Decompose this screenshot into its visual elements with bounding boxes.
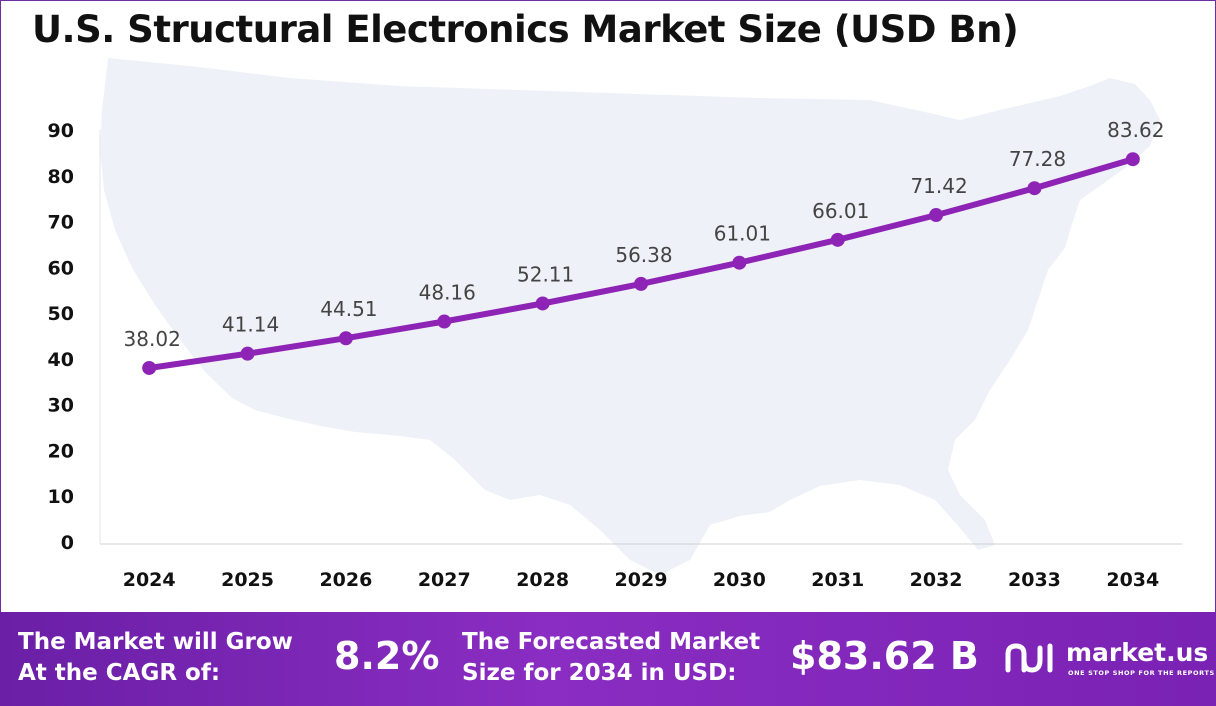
brand-tagline: ONE STOP SHOP FOR THE REPORTS	[1068, 669, 1215, 677]
data-point	[142, 360, 157, 375]
x-tick-label: 2030	[713, 569, 766, 591]
y-tick-label: 20	[48, 440, 74, 462]
x-tick-label: 2025	[221, 569, 274, 591]
data-label: 71.42	[910, 174, 967, 198]
market-us-logo-icon	[1005, 643, 1053, 673]
forecast-label-line1: The Forecasted Market	[462, 629, 761, 655]
x-tick-label: 2024	[123, 569, 176, 591]
brand-logo: market.us ONE STOP SHOP FOR THE REPORTS	[1004, 636, 1214, 684]
data-point	[338, 331, 353, 346]
marks-group: 38.02 41.14 44.51 48.16 52.11 56.38 61.01 66.01…	[124, 118, 1164, 375]
us-map-silhouette	[100, 58, 1160, 575]
data-point	[240, 346, 255, 361]
data-label: 83.62	[1107, 118, 1164, 142]
x-tick-label: 2028	[516, 569, 569, 591]
data-label: 48.16	[419, 281, 476, 305]
data-label: 77.28	[1009, 147, 1066, 171]
y-tick-label: 50	[48, 303, 74, 325]
y-tick-label: 30	[48, 395, 74, 417]
y-tick-label: 80	[48, 166, 74, 188]
y-tick-label: 90	[48, 120, 74, 142]
cagr-label-line1: The Market will Grow	[18, 629, 293, 655]
forecast-value: $83.62 B	[790, 634, 979, 678]
x-tick-label: 2034	[1106, 569, 1159, 591]
brand-name: market.us	[1066, 638, 1209, 667]
footer-banner: The Market will Grow At the CAGR of: 8.2…	[0, 612, 1216, 706]
x-tick-label: 2031	[811, 569, 864, 591]
data-label: 44.51	[320, 297, 377, 321]
data-label: 61.01	[714, 222, 771, 246]
data-label: 56.38	[615, 243, 672, 267]
y-tick-label: 0	[61, 532, 74, 554]
y-tick-label: 60	[48, 257, 74, 279]
x-tick-label: 2027	[418, 569, 471, 591]
data-point	[732, 255, 747, 270]
data-label: 41.14	[222, 313, 279, 337]
data-point	[1027, 181, 1042, 196]
forecast-label-line2: Size for 2034 in USD:	[462, 660, 737, 686]
cagr-value: 8.2%	[334, 634, 440, 678]
data-point	[929, 208, 944, 223]
cagr-label: The Market will Grow At the CAGR of:	[18, 627, 293, 689]
data-label: 52.11	[517, 262, 574, 286]
y-tick-label: 10	[48, 486, 74, 508]
x-tick-label: 2032	[910, 569, 963, 591]
data-point	[535, 296, 550, 311]
data-label: 66.01	[812, 199, 869, 223]
y-tick-label: 70	[48, 212, 74, 234]
forecast-label: The Forecasted Market Size for 2034 in U…	[462, 627, 760, 689]
data-point	[1125, 152, 1140, 167]
cagr-label-line2: At the CAGR of:	[18, 660, 221, 686]
data-label: 38.02	[124, 327, 181, 351]
data-point	[634, 276, 648, 291]
x-tick-label: 2033	[1008, 569, 1061, 591]
y-tick-label: 40	[48, 349, 74, 371]
data-point	[830, 232, 845, 247]
data-point	[437, 314, 452, 329]
chart-title: U.S. Structural Electronics Market Size …	[32, 8, 1019, 51]
x-tick-label: 2026	[319, 569, 372, 591]
x-tick-label: 2029	[615, 569, 668, 591]
